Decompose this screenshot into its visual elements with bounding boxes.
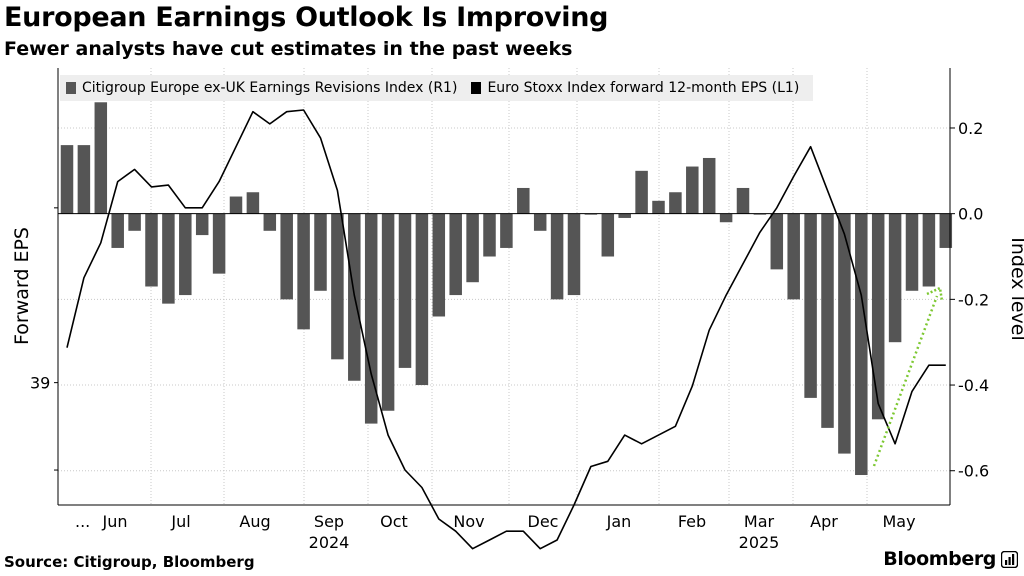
- bar: [195, 213, 209, 236]
- legend-item-line: Euro Stoxx Index forward 12-month EPS (L…: [471, 80, 799, 96]
- bar-series: [60, 102, 953, 476]
- eps-line: [66, 109, 946, 550]
- x-tick-label: Aug: [239, 512, 270, 531]
- bar: [719, 213, 733, 223]
- source-note: Source: Citigroup, Bloomberg: [4, 553, 255, 571]
- x-tick-label: Mar: [744, 512, 775, 531]
- bar: [94, 102, 108, 214]
- x-tick-label: May: [882, 512, 915, 531]
- year-label: 2024: [309, 533, 350, 552]
- x-tick-label: Dec: [528, 512, 559, 531]
- bar: [821, 213, 834, 428]
- right-tick-label: -0.6: [958, 462, 989, 481]
- trend-arrow-head: [926, 286, 944, 302]
- bar: [533, 213, 547, 231]
- bar: [550, 213, 564, 300]
- bar: [736, 187, 750, 214]
- legend-label-bars: Citigroup Europe ex-UK Earnings Revision…: [82, 80, 458, 96]
- x-tick-label: Jul: [170, 512, 190, 531]
- bar: [179, 213, 192, 296]
- bar: [652, 200, 665, 214]
- bloomberg-terminal-icon: [1001, 551, 1018, 568]
- bar: [381, 213, 395, 411]
- bar: [229, 196, 243, 214]
- bar: [770, 213, 784, 270]
- bar: [212, 213, 226, 274]
- bar: [398, 213, 412, 368]
- x-tick-label: Jun: [102, 512, 128, 531]
- bar: [128, 213, 141, 231]
- brand-logo-text: Bloomberg: [883, 548, 996, 570]
- legend-item-bars: Citigroup Europe ex-UK Earnings Revision…: [66, 80, 457, 96]
- bar: [905, 213, 919, 291]
- bar: [466, 213, 479, 283]
- bar: [77, 145, 91, 214]
- bar: [483, 213, 496, 257]
- bar: [111, 213, 124, 248]
- left-tick-label: 39: [30, 374, 50, 393]
- bar: [939, 213, 953, 248]
- right-tick-label: -0.2: [958, 290, 989, 309]
- bar: [601, 213, 615, 257]
- gridlines: [58, 68, 950, 505]
- bar: [804, 213, 817, 398]
- bar: [618, 213, 631, 218]
- bar: [787, 213, 800, 300]
- bar: [702, 157, 716, 214]
- legend-swatch-line: [471, 82, 482, 94]
- right-tick-label: -0.4: [958, 376, 989, 395]
- chart-title: European Earnings Outlook Is Improving: [4, 2, 609, 33]
- bar: [855, 213, 868, 476]
- right-tick-label: 0.0: [958, 205, 983, 224]
- bar: [871, 213, 885, 420]
- trend-arrow-shaft: [872, 295, 939, 467]
- bar: [60, 145, 74, 214]
- line-series: [66, 109, 946, 550]
- bar: [449, 213, 462, 296]
- bar: [415, 213, 429, 386]
- bar: [838, 213, 851, 454]
- year-label: 2025: [739, 533, 780, 552]
- x-tick-label: Feb: [678, 512, 706, 531]
- x-tick-label: Apr: [810, 512, 838, 531]
- bar: [517, 187, 530, 214]
- axes: [54, 68, 955, 506]
- bar: [280, 213, 293, 300]
- bar: [297, 213, 310, 330]
- bar: [922, 213, 936, 287]
- bar: [888, 213, 902, 343]
- tick-labels: 0.2 0.0 -0.2 -0.4 -0.6 39... Jun Jul Aug Sep Oct No…: [30, 119, 989, 552]
- right-tick-label: 0.2: [958, 119, 983, 138]
- bar: [635, 170, 648, 214]
- bar: [331, 213, 344, 360]
- bar: [314, 213, 327, 291]
- legend: Citigroup Europe ex-UK Earnings Revision…: [60, 75, 814, 101]
- chart-subtitle: Fewer analysts have cut estimates in the…: [4, 38, 573, 60]
- legend-swatch-bars: [66, 82, 76, 94]
- x-tick-label: Nov: [453, 512, 484, 531]
- bar: [263, 213, 277, 231]
- bar: [145, 213, 158, 287]
- bar: [162, 213, 175, 304]
- legend-label-line: Euro Stoxx Index forward 12-month EPS (L…: [487, 80, 800, 96]
- x-tick-label: Jan: [606, 512, 632, 531]
- bar: [669, 192, 682, 214]
- bar: [567, 213, 581, 296]
- bar: [686, 166, 699, 214]
- right-axis-label: Index level: [1006, 237, 1024, 341]
- x-tick-label: Sep: [314, 512, 344, 531]
- bar: [500, 213, 513, 248]
- bar: [432, 213, 446, 317]
- x-tick-label: Oct: [380, 512, 408, 531]
- trend-annotation: [872, 286, 944, 467]
- x-tick-label: ...: [75, 512, 90, 531]
- bar: [246, 192, 260, 214]
- left-axis-label: Forward EPS: [10, 227, 33, 345]
- bar: [364, 213, 378, 424]
